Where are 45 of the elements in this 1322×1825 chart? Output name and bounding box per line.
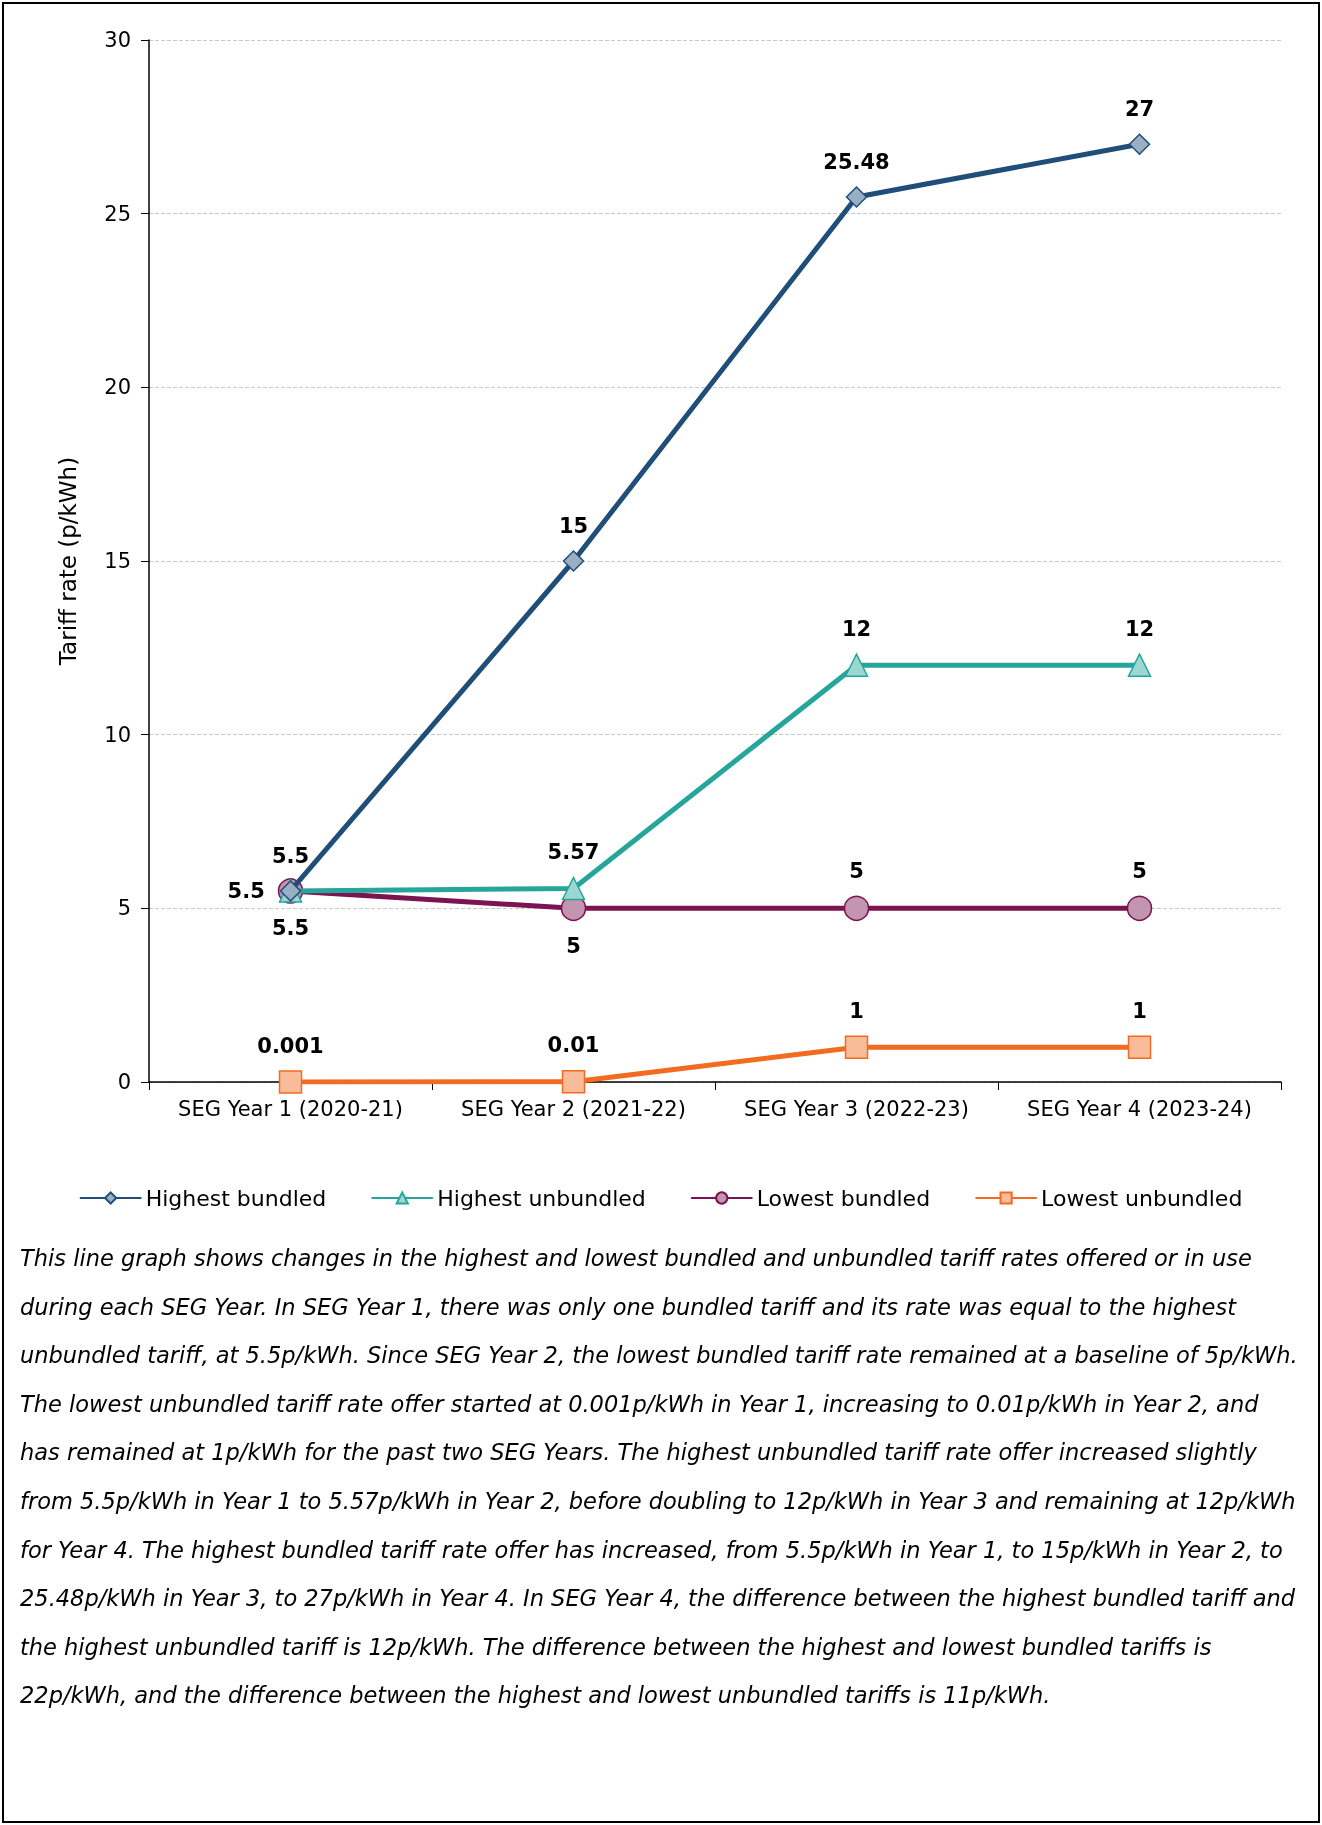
data-label: 5.5 — [271, 843, 310, 868]
data-label: 12 — [1124, 616, 1155, 641]
data-label: 5 — [849, 859, 864, 884]
legend-label: Highest unbundled — [437, 1185, 646, 1211]
data-label: 15 — [558, 513, 589, 538]
point — [278, 1070, 303, 1094]
point — [1127, 653, 1152, 677]
point — [844, 653, 869, 677]
x-tick-label: SEG Year 1 (2020-21) — [178, 1096, 403, 1121]
point — [561, 876, 586, 901]
legend-label: Lowest bundled — [756, 1185, 931, 1211]
point — [1128, 133, 1151, 155]
y-tick-label: 15 — [104, 549, 131, 573]
text: This line graph shows changes in the highest and lowest bundled and unbundled tariff rates offered or in use during each SEG Year. In SEG Year 1, there was only one bundled tariff and its rate was equal to the highest unbundled tariff, at 5.5p/kWh. Since SEG Year 2, the lowest bundled tariff rate remained at a baseline of 5p/kWh. The lowest unbundled tariff rate offer started at 0.001p/kWh in Year 1, increasing to 0.01p/kWh in Year 2, and has remained at 1p/kWh for the past two SEG Years. The highest unbundled tariff rate offer increased slightly from 5.5p/kWh in Year 1 to 5.57p/kWh in Year 2, before doubling to 12p/kWh in Year 3 and remaining at 12p/kWh for Year 4. The highest bundled tariff rate offer has increased, from 5.5p/kWh in Year 1, to 15p/kWh in Year 2, to 25.48p/kWh in Year 3, to 27p/kWh in Year 4. In SEG Year 4, the difference between the highest bundled tariff and the highest unbundled tariff is 12p/kWh. The difference between the highest and lowest bundled tariffs is 22p/kWh, and the difference between the highest and lowest unbundled tariffs is 11p/kWh. — [20, 1245, 1298, 1709]
data-label: 5.5 — [227, 878, 265, 903]
data-label: 12 — [841, 616, 872, 641]
point — [1126, 895, 1153, 922]
point — [844, 1035, 869, 1060]
data-label: 0.01 — [547, 1033, 600, 1058]
x-tick-label: SEG Year 3 (2022-23) — [744, 1096, 969, 1121]
data-label: 5 — [566, 933, 581, 958]
data-label: 0.001 — [257, 1033, 324, 1058]
legend-label: Lowest unbundled — [1041, 1185, 1243, 1211]
data-label: 27 — [1124, 96, 1155, 121]
legend-label: Highest bundled — [145, 1185, 327, 1211]
y-tick-label: 30 — [104, 28, 131, 52]
point — [845, 186, 868, 208]
point — [843, 895, 870, 922]
y-tick-label: 20 — [104, 375, 131, 400]
data-label: 5 — [1132, 859, 1147, 884]
data-label: 25.48 — [823, 149, 890, 174]
y-tick-label: 5 — [117, 896, 131, 921]
point — [561, 1069, 586, 1094]
data-label: 1 — [1132, 999, 1147, 1024]
x-tick-label: SEG Year 4 (2023-24) — [1027, 1096, 1252, 1121]
y-tick-label: 10 — [104, 722, 131, 747]
y-tick-label: 0 — [117, 1070, 131, 1094]
point — [1127, 1035, 1152, 1060]
point — [562, 550, 585, 572]
y-axis-title: Tariff rate (p/kWh) — [54, 456, 81, 667]
x-tick-label: SEG Year 2 (2021-22) — [461, 1096, 686, 1121]
y-tick-label: 25 — [104, 201, 131, 226]
data-label: 5.57 — [547, 840, 600, 865]
data-label: 5.5 — [271, 916, 310, 941]
data-label: 1 — [849, 999, 864, 1024]
